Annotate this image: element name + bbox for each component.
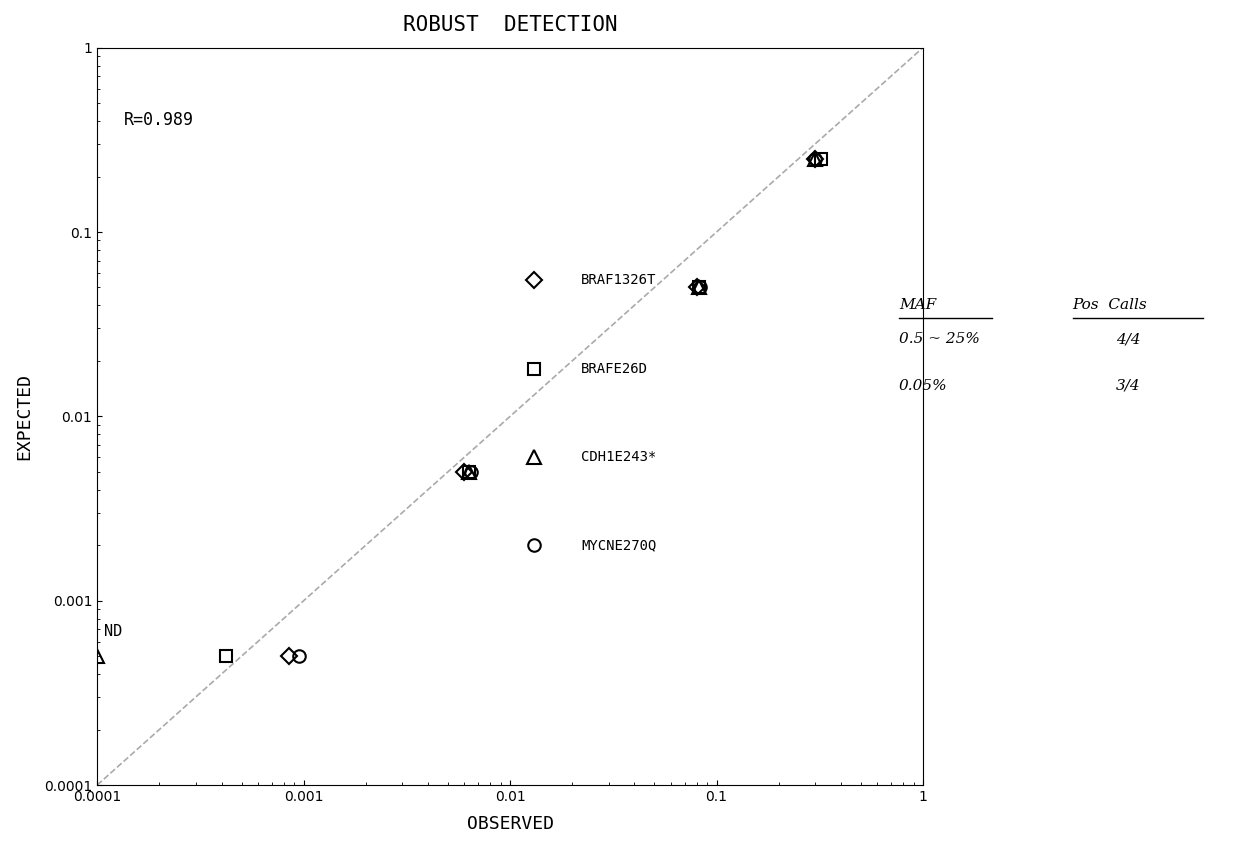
Text: 3/4: 3/4	[1116, 379, 1141, 393]
Text: BRAF1326T: BRAF1326T	[582, 273, 656, 287]
Text: CDH1E243*: CDH1E243*	[582, 450, 656, 464]
Text: MYCNE270Q: MYCNE270Q	[582, 538, 656, 552]
Text: 0.5 ~ 25%: 0.5 ~ 25%	[899, 332, 980, 346]
Text: 0.05%: 0.05%	[899, 379, 947, 393]
Text: 4/4: 4/4	[1116, 332, 1141, 346]
Text: BRAFE26D: BRAFE26D	[582, 362, 649, 377]
Title: ROBUST  DETECTION: ROBUST DETECTION	[403, 15, 618, 35]
Y-axis label: EXPECTED: EXPECTED	[15, 373, 33, 460]
Text: ND: ND	[104, 624, 123, 639]
Text: Pos  Calls: Pos Calls	[1073, 298, 1147, 312]
Text: R=0.989: R=0.989	[124, 111, 195, 129]
Text: MAF: MAF	[899, 298, 936, 312]
X-axis label: OBSERVED: OBSERVED	[466, 815, 553, 833]
